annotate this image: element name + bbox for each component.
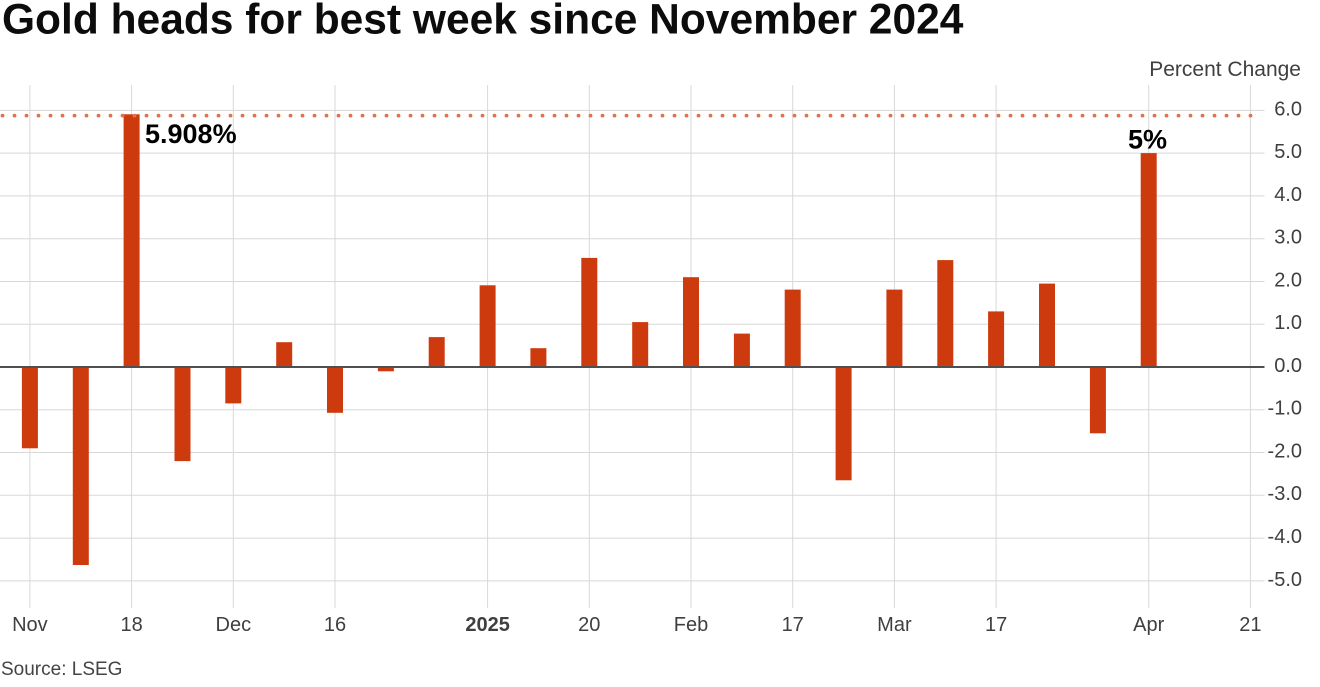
svg-text:17: 17 bbox=[985, 614, 1007, 636]
svg-text:Dec: Dec bbox=[216, 614, 252, 636]
svg-text:3.0: 3.0 bbox=[1274, 227, 1302, 249]
svg-text:4.0: 4.0 bbox=[1274, 184, 1302, 206]
svg-text:2025: 2025 bbox=[465, 614, 510, 636]
svg-text:6.0: 6.0 bbox=[1274, 98, 1302, 120]
svg-text:1.0: 1.0 bbox=[1274, 312, 1302, 334]
svg-text:-3.0: -3.0 bbox=[1268, 483, 1302, 505]
svg-text:5%: 5% bbox=[1128, 125, 1167, 155]
svg-text:Feb: Feb bbox=[674, 614, 708, 636]
svg-text:Mar: Mar bbox=[877, 614, 912, 636]
svg-text:17: 17 bbox=[782, 614, 804, 636]
svg-text:16: 16 bbox=[324, 614, 346, 636]
svg-text:-4.0: -4.0 bbox=[1268, 526, 1302, 548]
svg-text:Percent Change: Percent Change bbox=[1149, 58, 1301, 81]
svg-text:-2.0: -2.0 bbox=[1268, 440, 1302, 462]
svg-text:21: 21 bbox=[1239, 614, 1261, 636]
svg-text:0.0: 0.0 bbox=[1274, 355, 1302, 377]
svg-text:5.0: 5.0 bbox=[1274, 141, 1302, 163]
svg-text:5.908%: 5.908% bbox=[145, 119, 237, 149]
svg-text:18: 18 bbox=[120, 614, 142, 636]
svg-text:2.0: 2.0 bbox=[1274, 269, 1302, 291]
svg-text:Nov: Nov bbox=[12, 614, 48, 636]
svg-text:20: 20 bbox=[578, 614, 600, 636]
svg-text:-1.0: -1.0 bbox=[1268, 398, 1302, 420]
svg-text:Source: LSEG: Source: LSEG bbox=[1, 659, 122, 680]
svg-text:-5.0: -5.0 bbox=[1268, 569, 1302, 591]
svg-text:Gold heads for best week since: Gold heads for best week since November … bbox=[2, 0, 964, 44]
svg-text:Apr: Apr bbox=[1133, 614, 1164, 636]
